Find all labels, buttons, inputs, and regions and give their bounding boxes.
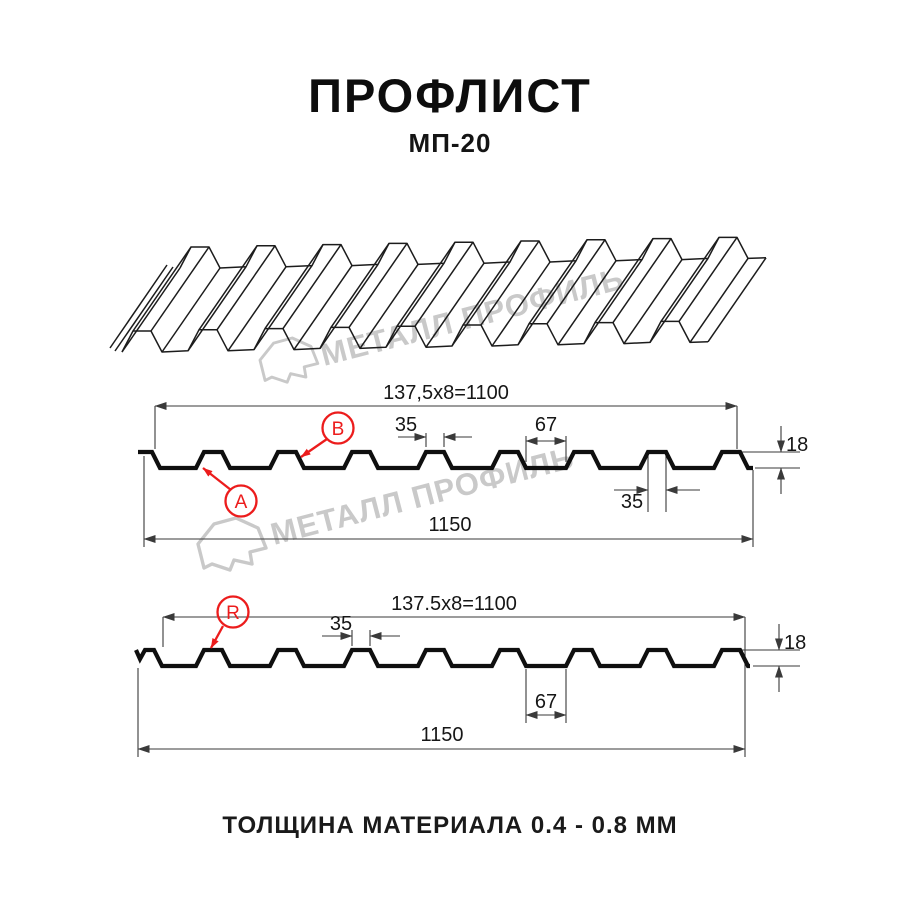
dim-overall-top-a: 137,5x8=1100	[383, 382, 509, 404]
label-r-circle	[216, 595, 250, 629]
label-r-letter: R	[226, 603, 240, 624]
label-b-leader	[300, 438, 328, 458]
profile-a-dimension-lines	[143, 402, 800, 547]
profile-a-callouts: B A	[202, 411, 355, 518]
dim-overall-top-r: 137.5x8=1100	[391, 593, 517, 615]
dim-valley-a: 67	[535, 414, 557, 436]
label-b-letter: B	[332, 419, 345, 440]
label-a-circle	[224, 484, 258, 518]
dim-rib-r: 35	[330, 613, 352, 635]
profile-a-drawing: 137,5x8=1100 35 67 35 18 1150 B A	[138, 382, 808, 547]
dim-overall-a: 1150	[428, 514, 471, 536]
page-title: ПРОФЛИСТ	[308, 69, 592, 122]
dim-overall-r: 1150	[420, 724, 463, 746]
profile-r-drawing: 137.5x8=1100 35 67 18 1150 R	[134, 593, 806, 757]
profile-a-dimension-text: 137,5x8=1100 35 67 35 18 1150	[383, 382, 808, 536]
watermark-logo-icon	[196, 516, 268, 572]
label-a-letter: A	[235, 492, 248, 513]
label-b-circle	[321, 411, 355, 445]
dim-rib-bottom-a: 35	[621, 491, 643, 513]
profile-r-dimension-text: 137.5x8=1100 35 67 18 1150	[330, 593, 806, 746]
material-thickness-note: ТОЛЩИНА МАТЕРИАЛА 0.4 - 0.8 ММ	[222, 812, 678, 839]
profile-a-outline	[138, 449, 753, 471]
profile-r-dimension-lines	[137, 613, 800, 757]
dim-height-r: 18	[784, 632, 806, 654]
profile-r-callouts: R	[209, 595, 250, 649]
dim-rib-top-a: 35	[395, 414, 417, 436]
dim-valley-r: 67	[535, 691, 557, 713]
dim-height-a: 18	[786, 434, 808, 456]
sheet-3d-view	[109, 236, 767, 353]
label-a-leader	[202, 467, 232, 491]
page-subtitle: МП-20	[408, 128, 492, 158]
label-r-leader	[209, 625, 225, 649]
watermark-logo-icon	[258, 336, 320, 384]
profile-r-outline	[134, 647, 750, 669]
